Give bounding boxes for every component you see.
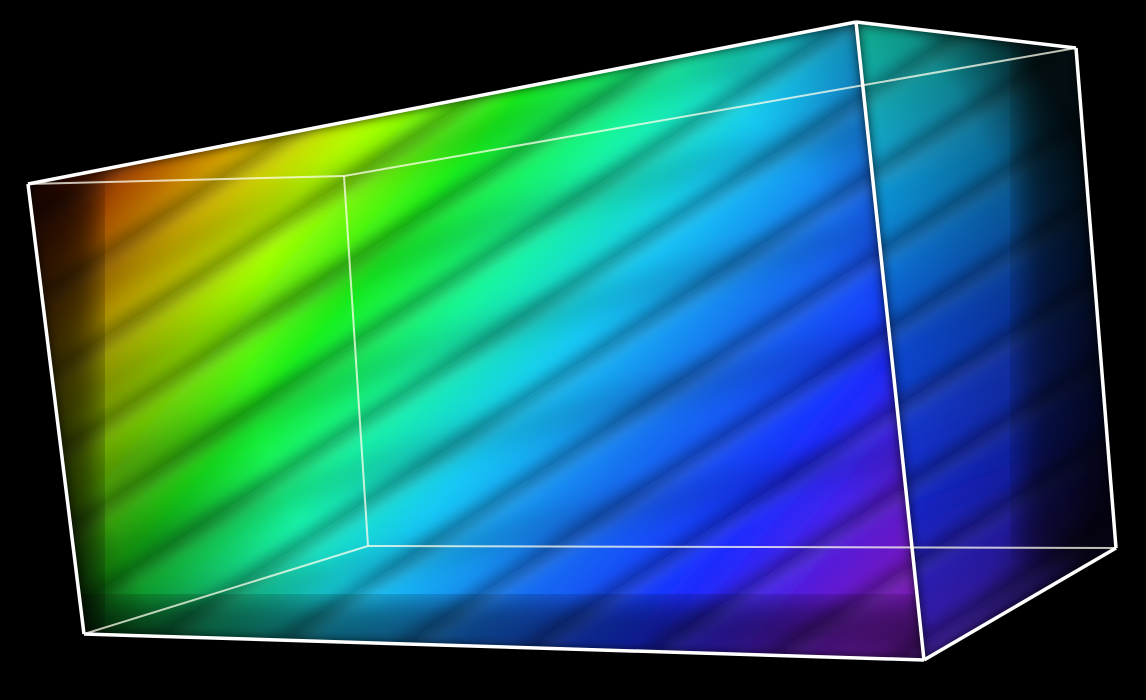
bounding-box-edges bbox=[26, 20, 1118, 662]
bounding-box-hidden-edges bbox=[27, 47, 1117, 635]
